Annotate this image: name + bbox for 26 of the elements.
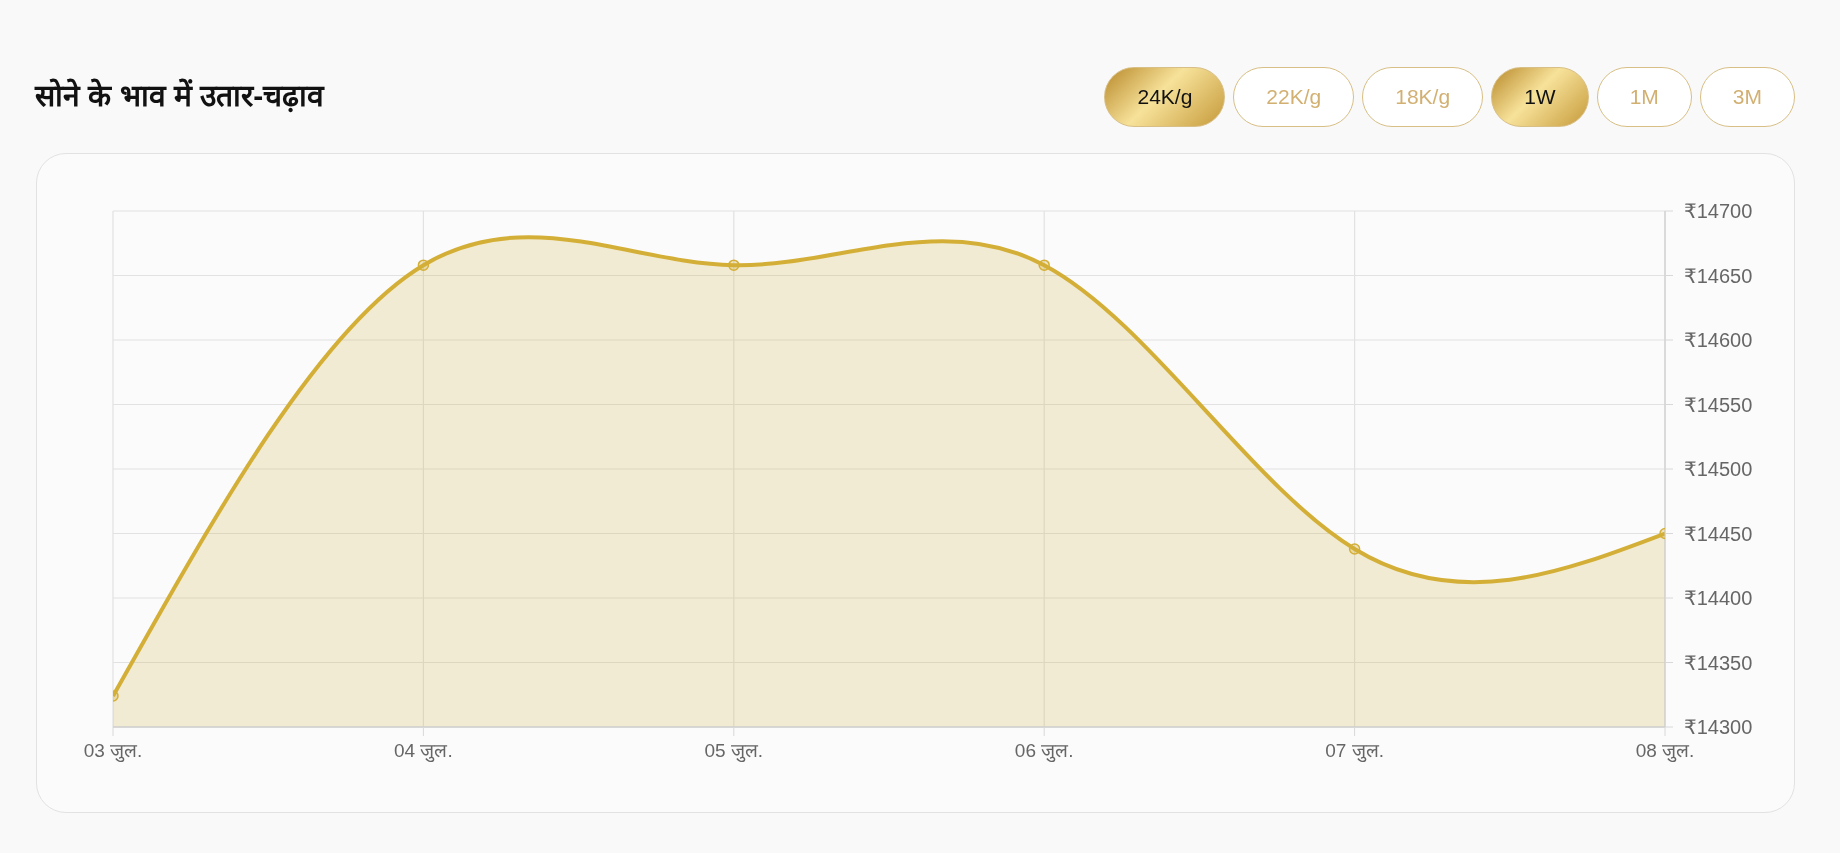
- toggle-button[interactable]: 24K/g: [1104, 67, 1226, 127]
- toggle-button[interactable]: 1W: [1491, 67, 1589, 127]
- y-tick-label: ₹14500: [1684, 458, 1753, 481]
- point: [1348, 543, 1361, 555]
- y-tick-label: ₹14350: [1684, 651, 1753, 674]
- toggle-button[interactable]: 1M: [1596, 67, 1692, 127]
- x-tick-label: 07 जुल.: [1325, 740, 1384, 764]
- toggle-button[interactable]: 3M: [1699, 67, 1795, 127]
- point: [728, 259, 740, 271]
- x-tick-label: 06 जुल.: [1014, 740, 1074, 764]
- x-tick-label: 08 जुल.: [1635, 740, 1695, 764]
- point: [417, 259, 430, 271]
- y-tick-label: ₹14400: [1684, 587, 1753, 610]
- y-tick-label: ₹14300: [1684, 716, 1753, 739]
- y-tick-label: ₹14600: [1684, 329, 1753, 352]
- x-tick-label: 04 जुल.: [394, 740, 453, 764]
- y-tick-label: ₹14650: [1684, 264, 1753, 287]
- x-tick-label: 03 जुल.: [83, 740, 143, 764]
- x-tick-label: 05 जुल.: [704, 740, 764, 764]
- chart-title: सोने के भाव में उतार-चढ़ाव: [35, 77, 325, 115]
- y-tick-label: ₹14700: [1684, 200, 1753, 223]
- y-tick-label: ₹14550: [1684, 393, 1753, 416]
- toggle-button[interactable]: 18K/g: [1362, 67, 1484, 127]
- y-tick-label: ₹14450: [1684, 522, 1753, 545]
- toggle-button[interactable]: 22K/g: [1233, 67, 1355, 127]
- point: [1038, 259, 1050, 271]
